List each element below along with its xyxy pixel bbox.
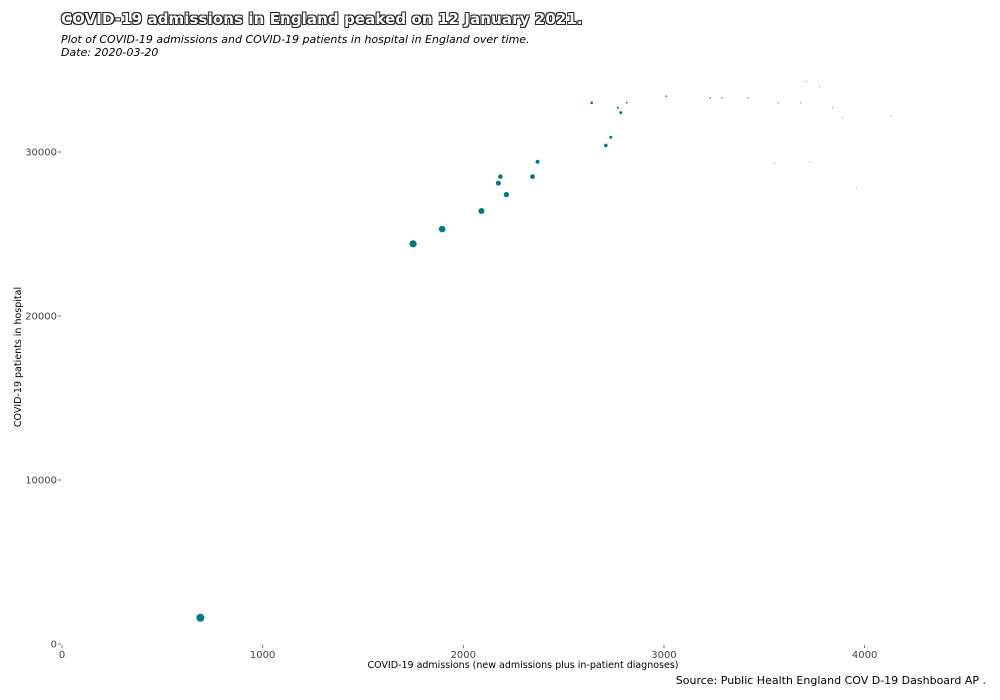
data-point (590, 101, 593, 105)
data-point (665, 95, 667, 97)
data-point (709, 97, 711, 99)
chart-subtitle: Plot of COVID-19 admissions and COVID-19… (61, 33, 530, 46)
data-point (721, 97, 723, 99)
data-point (604, 143, 608, 148)
data-point (799, 102, 802, 104)
data-point (747, 97, 749, 99)
y-tick-label: 10000 (25, 476, 57, 487)
y-axis-title: COVID-19 patients in hospital (13, 287, 24, 427)
data-points (196, 80, 892, 622)
data-point (777, 102, 779, 104)
chart-title: COVID-19 admissions in England peaked on… (61, 10, 583, 28)
data-point (495, 180, 501, 186)
data-point (625, 101, 628, 104)
x-axis-title: COVID-19 admissions (new admissions plus… (367, 660, 678, 671)
data-point (535, 159, 540, 164)
data-point (805, 80, 807, 83)
x-tick-label: 2000 (451, 650, 476, 661)
data-point (409, 240, 417, 248)
y-axis: 0 10000 20000 30000 (25, 148, 61, 651)
y-tick-label: 30000 (25, 148, 57, 159)
x-tick-label: 0 (59, 650, 65, 661)
data-point (196, 613, 205, 622)
source-caption: Source: Public Health England COV D-19 D… (675, 674, 986, 687)
data-point (890, 115, 892, 117)
y-tick-label: 20000 (25, 312, 57, 323)
date-label: Date: 2020-03-20 (61, 46, 159, 59)
data-point (856, 187, 857, 189)
x-tick-label: 4000 (852, 650, 877, 661)
data-point (503, 191, 510, 198)
data-point (478, 208, 485, 214)
data-point (609, 135, 613, 139)
data-point (808, 161, 810, 163)
x-tick-label: 1000 (250, 650, 275, 661)
x-tick-label: 3000 (651, 650, 676, 661)
data-point (438, 225, 446, 233)
data-point (530, 174, 535, 180)
data-point (842, 117, 843, 119)
data-point (619, 111, 623, 115)
y-tick-label: 0 (51, 640, 57, 651)
data-point (616, 106, 619, 109)
x-axis: 0 1000 2000 3000 4000 (59, 645, 877, 661)
data-point (773, 163, 775, 164)
data-point (498, 174, 503, 179)
data-point (819, 85, 820, 87)
data-point (832, 107, 833, 109)
